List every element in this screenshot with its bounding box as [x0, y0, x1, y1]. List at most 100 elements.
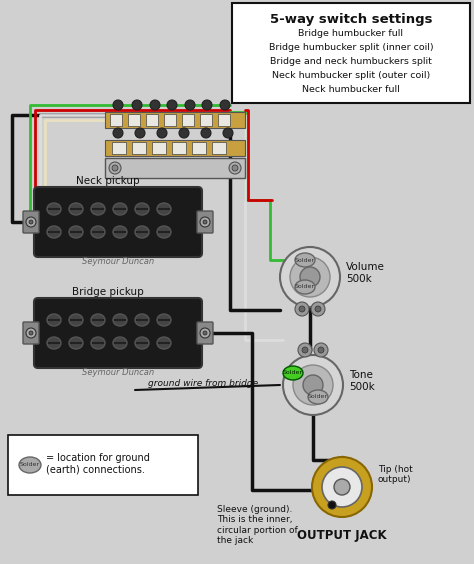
Bar: [132, 142, 146, 154]
Text: Solder: Solder: [295, 284, 315, 289]
Circle shape: [295, 302, 309, 316]
Ellipse shape: [295, 253, 315, 267]
Circle shape: [315, 306, 321, 312]
Circle shape: [113, 100, 123, 110]
Circle shape: [293, 365, 333, 405]
Circle shape: [200, 328, 210, 338]
Circle shape: [201, 128, 211, 138]
Ellipse shape: [295, 280, 315, 294]
Circle shape: [334, 479, 350, 495]
Bar: [128, 114, 140, 126]
Circle shape: [299, 306, 305, 312]
Circle shape: [302, 347, 308, 353]
Circle shape: [26, 328, 36, 338]
Circle shape: [318, 347, 324, 353]
Circle shape: [203, 220, 207, 224]
Text: Neck humbucker full: Neck humbucker full: [302, 85, 400, 94]
Text: ground wire from bridge: ground wire from bridge: [148, 379, 258, 388]
Bar: [200, 114, 212, 126]
Ellipse shape: [69, 203, 83, 215]
Text: Volume
500k: Volume 500k: [346, 262, 385, 284]
Circle shape: [220, 100, 230, 110]
FancyBboxPatch shape: [34, 298, 202, 368]
Text: Bridge humbucker full: Bridge humbucker full: [299, 29, 403, 38]
Ellipse shape: [19, 457, 41, 473]
Circle shape: [203, 331, 207, 335]
Circle shape: [109, 162, 121, 174]
Text: Seymour Duncan: Seymour Duncan: [82, 368, 154, 377]
Ellipse shape: [91, 226, 105, 238]
Bar: [152, 142, 166, 154]
Ellipse shape: [157, 337, 171, 349]
Ellipse shape: [91, 337, 105, 349]
Circle shape: [113, 128, 123, 138]
Text: = location for ground
(earth) connections.: = location for ground (earth) connection…: [46, 453, 150, 474]
Ellipse shape: [69, 314, 83, 326]
Circle shape: [314, 343, 328, 357]
Circle shape: [300, 267, 320, 287]
Ellipse shape: [47, 337, 61, 349]
Bar: [105, 140, 245, 156]
Ellipse shape: [135, 203, 149, 215]
Circle shape: [167, 100, 177, 110]
Bar: [110, 114, 122, 126]
Text: 5-way switch settings: 5-way switch settings: [270, 13, 432, 26]
Circle shape: [223, 128, 233, 138]
Ellipse shape: [47, 203, 61, 215]
Ellipse shape: [157, 314, 171, 326]
Text: Solder: Solder: [295, 258, 315, 262]
Ellipse shape: [69, 226, 83, 238]
Circle shape: [303, 375, 323, 395]
Ellipse shape: [47, 314, 61, 326]
Circle shape: [283, 355, 343, 415]
Ellipse shape: [308, 390, 328, 404]
Circle shape: [135, 128, 145, 138]
Ellipse shape: [135, 314, 149, 326]
Text: Bridge humbucker split (inner coil): Bridge humbucker split (inner coil): [269, 43, 433, 52]
Ellipse shape: [47, 226, 61, 238]
Ellipse shape: [113, 203, 127, 215]
Ellipse shape: [157, 226, 171, 238]
Circle shape: [298, 343, 312, 357]
Bar: [146, 114, 158, 126]
FancyBboxPatch shape: [197, 211, 213, 233]
Circle shape: [232, 165, 238, 171]
Ellipse shape: [157, 203, 171, 215]
Circle shape: [132, 100, 142, 110]
Text: Neck pickup: Neck pickup: [76, 176, 140, 186]
Circle shape: [312, 457, 372, 517]
Circle shape: [311, 302, 325, 316]
Circle shape: [322, 467, 362, 507]
Text: Bridge pickup: Bridge pickup: [72, 287, 144, 297]
Circle shape: [29, 331, 33, 335]
Bar: [218, 114, 230, 126]
Circle shape: [185, 100, 195, 110]
Text: OUTPUT JACK: OUTPUT JACK: [297, 529, 387, 542]
Bar: [112, 142, 126, 154]
FancyBboxPatch shape: [23, 211, 39, 233]
Circle shape: [179, 128, 189, 138]
Text: Solder: Solder: [20, 462, 40, 468]
Ellipse shape: [113, 337, 127, 349]
FancyBboxPatch shape: [23, 322, 39, 344]
Ellipse shape: [69, 337, 83, 349]
Bar: [105, 112, 245, 128]
Ellipse shape: [113, 226, 127, 238]
Circle shape: [157, 128, 167, 138]
Text: Solder: Solder: [283, 371, 303, 376]
Circle shape: [328, 501, 336, 509]
Bar: [8, 435, 198, 495]
Circle shape: [112, 165, 118, 171]
Text: Tip (hot
output): Tip (hot output): [378, 465, 413, 484]
Text: Seymour Duncan: Seymour Duncan: [82, 257, 154, 266]
Ellipse shape: [113, 314, 127, 326]
Ellipse shape: [91, 314, 105, 326]
Bar: [192, 142, 206, 154]
Circle shape: [290, 257, 330, 297]
Ellipse shape: [91, 203, 105, 215]
Circle shape: [202, 100, 212, 110]
Circle shape: [200, 217, 210, 227]
Circle shape: [229, 162, 241, 174]
Bar: [164, 114, 176, 126]
Ellipse shape: [135, 337, 149, 349]
